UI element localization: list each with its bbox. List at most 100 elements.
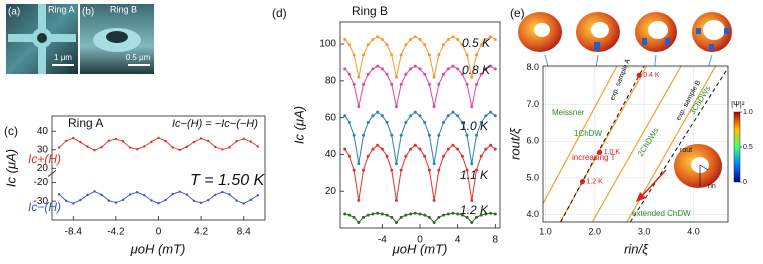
data-point xyxy=(352,53,356,57)
data-point xyxy=(489,64,493,68)
data-point xyxy=(128,193,132,196)
y-tick-label: -20 xyxy=(34,177,49,188)
x-tick-label: 8 xyxy=(493,235,499,246)
data-point xyxy=(479,213,483,217)
data-point xyxy=(465,53,469,57)
image-title: Ring B xyxy=(110,4,137,14)
data-point xyxy=(192,140,196,144)
annotation: rout xyxy=(680,147,692,154)
data-point xyxy=(479,154,483,158)
data-point xyxy=(465,133,469,137)
data-point xyxy=(474,82,478,86)
data-point xyxy=(432,105,436,109)
annotation: increasing T xyxy=(572,153,616,162)
data-point xyxy=(423,120,427,124)
data-point xyxy=(357,220,361,224)
data-point xyxy=(362,53,366,57)
y-tick-label: 80 xyxy=(325,75,337,86)
data-point xyxy=(404,213,408,217)
data-point xyxy=(185,145,189,149)
phase-boundary xyxy=(543,66,618,204)
data-point xyxy=(150,140,153,144)
annotation: T = 1.50 K xyxy=(190,172,266,189)
data-point xyxy=(65,199,68,202)
data-point xyxy=(228,146,231,149)
scale-bar xyxy=(52,64,74,66)
series-label: 1.1 K xyxy=(460,168,489,182)
data-point xyxy=(121,140,125,143)
data-point xyxy=(228,193,231,196)
data-point xyxy=(484,37,488,41)
plot-area xyxy=(543,66,728,222)
data-point xyxy=(460,43,464,47)
data-point xyxy=(380,212,384,216)
data-point xyxy=(413,64,417,68)
data-point xyxy=(427,168,431,172)
x-tick-label: -4.2 xyxy=(107,227,125,238)
data-point xyxy=(352,133,356,137)
data-point xyxy=(418,37,422,41)
data-point xyxy=(493,114,497,118)
data-point xyxy=(493,212,497,216)
data-point xyxy=(451,143,455,147)
data-point xyxy=(437,168,441,172)
y-tick-label: 60 xyxy=(325,112,337,123)
data-point xyxy=(57,146,61,149)
sem-image-a: (a) Ring A 1 μm xyxy=(6,4,78,74)
data-point xyxy=(380,147,384,151)
data-point xyxy=(413,35,417,39)
data-point xyxy=(404,43,408,47)
data-point xyxy=(256,145,260,148)
y-tick-label: 7.0 xyxy=(526,99,539,109)
data-point xyxy=(489,110,493,114)
image-ring-hole xyxy=(106,31,128,43)
data-point xyxy=(343,212,347,216)
data-point xyxy=(484,212,488,216)
phase-boundary xyxy=(591,66,682,222)
data-point xyxy=(371,67,375,71)
data-point xyxy=(235,140,238,143)
data-point xyxy=(385,72,389,76)
data-point xyxy=(362,168,366,172)
data-point xyxy=(347,213,351,217)
axis-break xyxy=(47,170,57,177)
scale-label: 1 μm xyxy=(54,53,72,62)
data-point xyxy=(474,215,478,219)
data-point xyxy=(474,133,478,137)
data-point xyxy=(72,136,75,140)
data-point xyxy=(437,82,441,86)
data-point xyxy=(451,64,455,68)
data-point xyxy=(352,168,356,172)
data-point xyxy=(371,147,375,151)
data-point xyxy=(597,149,603,155)
data-point xyxy=(484,147,488,151)
data-point xyxy=(399,82,403,86)
data-point xyxy=(394,162,398,166)
data-point xyxy=(484,67,488,71)
data-point xyxy=(366,120,370,124)
inset-ring xyxy=(674,144,722,188)
data-point xyxy=(249,140,252,143)
x-tick-label: 1.0 xyxy=(539,226,552,236)
data-point xyxy=(446,67,450,71)
data-point xyxy=(399,215,403,219)
y-tick-label: 40 xyxy=(325,149,337,160)
x-tick-label: 0 xyxy=(417,235,423,246)
data-point xyxy=(157,136,160,140)
colorbar-tick-label: 1.0 xyxy=(743,109,753,116)
data-point xyxy=(579,179,586,185)
data-point xyxy=(357,162,361,166)
sem-image-b: (b) Ring B 0.5 μm xyxy=(80,4,154,74)
data-point xyxy=(456,212,460,216)
x-tick-label: 8.4 xyxy=(237,227,251,238)
data-point xyxy=(437,215,441,219)
data-point xyxy=(366,154,370,158)
data-point xyxy=(199,137,203,140)
data-point xyxy=(86,145,89,148)
data-point xyxy=(390,53,394,57)
data-point xyxy=(418,67,422,71)
data-point xyxy=(136,191,139,194)
data-point xyxy=(385,154,389,158)
